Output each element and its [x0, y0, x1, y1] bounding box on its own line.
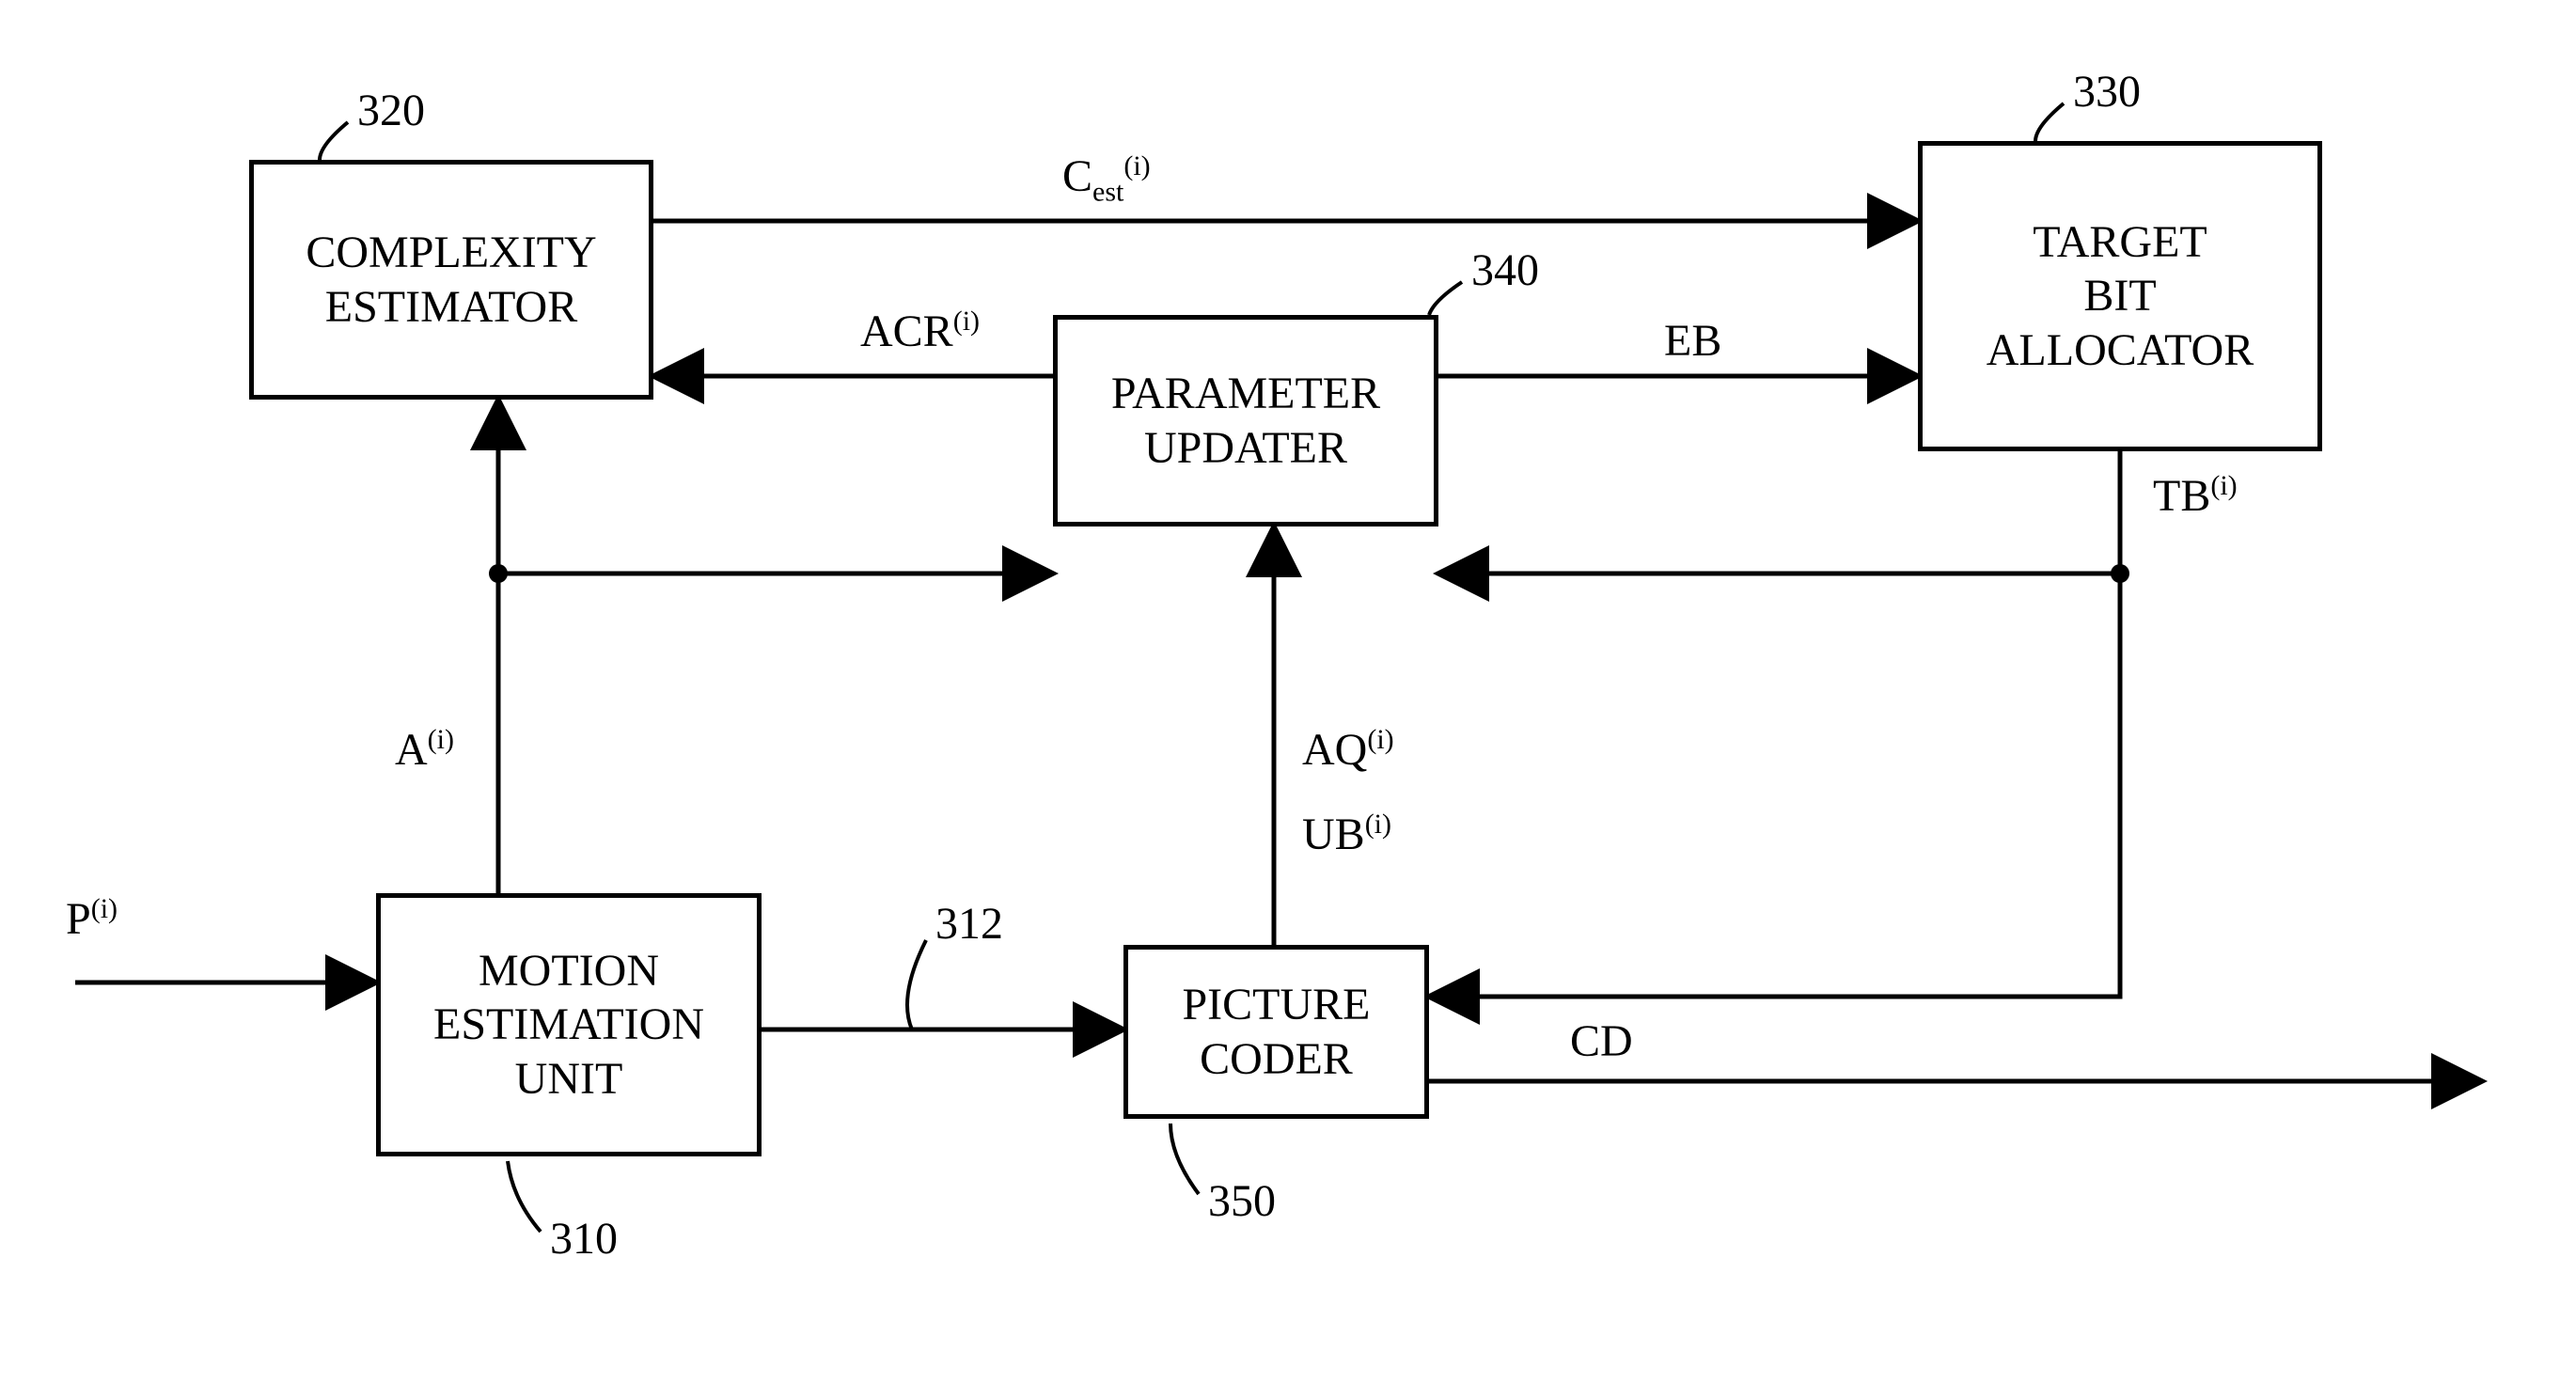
- callout-310: [508, 1161, 541, 1232]
- ref-320: 320: [357, 85, 425, 136]
- label-cd: CD: [1570, 1015, 1633, 1067]
- callout-312: [907, 940, 926, 1029]
- label-a: A(i): [395, 724, 454, 776]
- box-target-bit-allocator: TARGETBITALLOCATOR: [1918, 141, 2322, 451]
- label-aq: AQ(i): [1302, 724, 1394, 776]
- box-picture-coder-label: PICTURECODER: [1182, 978, 1370, 1086]
- edge-tb: [1429, 451, 2120, 997]
- ref-330: 330: [2073, 66, 2141, 118]
- box-target-bit-allocator-label: TARGETBITALLOCATOR: [1987, 215, 2254, 378]
- callout-340: [1429, 282, 1462, 315]
- label-312: 312: [935, 898, 1003, 950]
- ref-310: 310: [550, 1213, 618, 1265]
- ref-340: 340: [1471, 244, 1539, 296]
- label-cest: Cest(i): [1062, 150, 1151, 209]
- label-acr: ACR(i): [860, 306, 980, 357]
- box-parameter-updater-label: PARAMETERUPDATER: [1111, 367, 1380, 475]
- label-ub: UB(i): [1302, 809, 1391, 860]
- callout-350: [1170, 1124, 1199, 1194]
- label-eb: EB: [1664, 315, 1721, 367]
- box-parameter-updater: PARAMETERUPDATER: [1053, 315, 1438, 526]
- callout-320: [320, 122, 348, 160]
- label-tb: TB(i): [2153, 470, 2238, 522]
- box-motion-estimation: MOTIONESTIMATIONUNIT: [376, 893, 762, 1156]
- ref-350: 350: [1208, 1175, 1276, 1227]
- box-complexity-estimator-label: COMPLEXITYESTIMATOR: [306, 226, 596, 334]
- callout-330: [2035, 103, 2064, 141]
- box-picture-coder: PICTURECODER: [1123, 945, 1429, 1119]
- box-complexity-estimator: COMPLEXITYESTIMATOR: [249, 160, 653, 400]
- diagram-canvas: COMPLEXITYESTIMATOR TARGETBITALLOCATOR P…: [0, 0, 2576, 1383]
- label-p-in: P(i): [66, 893, 118, 945]
- box-motion-estimation-label: MOTIONESTIMATIONUNIT: [433, 944, 704, 1107]
